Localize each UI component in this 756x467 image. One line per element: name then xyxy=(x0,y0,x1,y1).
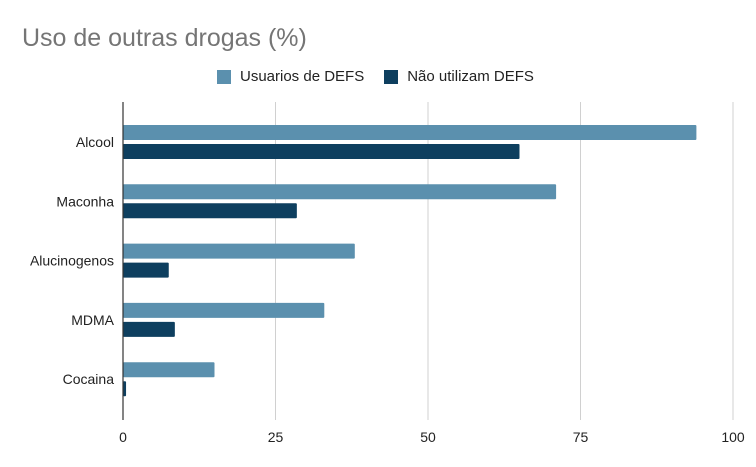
chart-title: Uso de outras drogas (%) xyxy=(22,24,307,52)
bar xyxy=(123,362,215,378)
category-label: Alcool xyxy=(76,134,114,150)
x-tick-label: 50 xyxy=(420,429,436,445)
category-label: Maconha xyxy=(56,193,114,209)
legend: Usuarios de DEFS Não utilizam DEFS xyxy=(217,68,534,85)
legend-swatch-nao-utilizam xyxy=(384,69,399,84)
bar xyxy=(123,203,297,219)
x-tick-label: 0 xyxy=(119,429,127,445)
legend-label-nao-utilizam: Não utilizam DEFS xyxy=(407,68,534,85)
x-tick-label: 75 xyxy=(573,429,589,445)
category-label: MDMA xyxy=(71,312,114,328)
x-tick-label: 100 xyxy=(721,429,745,445)
legend-item-nao-utilizam: Não utilizam DEFS xyxy=(384,68,534,85)
legend-item-usuarios: Usuarios de DEFS xyxy=(217,68,364,85)
bar xyxy=(123,144,520,159)
bar xyxy=(123,381,127,397)
category-label: Alucinogenos xyxy=(30,253,114,269)
legend-label-usuarios: Usuarios de DEFS xyxy=(240,68,365,85)
x-tick-label: 25 xyxy=(268,429,284,445)
bar xyxy=(123,302,325,318)
bar xyxy=(123,184,557,200)
legend-swatch-usuarios xyxy=(217,69,231,84)
bar xyxy=(123,125,697,140)
category-label: Cocaina xyxy=(63,371,115,387)
bar xyxy=(123,321,175,337)
bar xyxy=(123,243,355,259)
bar xyxy=(123,262,169,278)
